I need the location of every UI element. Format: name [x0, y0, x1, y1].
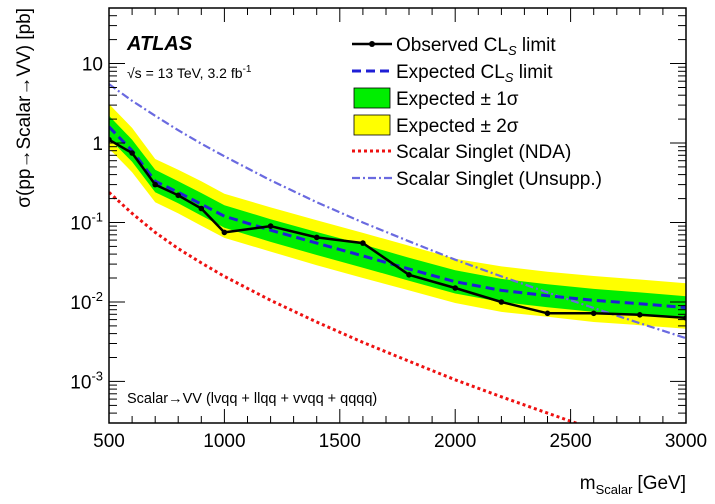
- x-tick-label: 500: [93, 431, 125, 452]
- observed-point: [152, 181, 158, 188]
- x-tick-label: 2000: [434, 431, 476, 452]
- legend-observed-label: Observed CLS limit: [396, 35, 556, 58]
- y-tick-label: 10-3: [70, 368, 103, 393]
- observed-point: [129, 150, 135, 156]
- curves-layer: [109, 83, 686, 423]
- y-axis-title: σ(pp→Scalar→VV) [pb]: [14, 8, 35, 208]
- y-tick-label-base: 10: [70, 372, 91, 393]
- observed-point: [360, 240, 366, 246]
- legend: Observed CLS limit Expected CLS limit Ex…: [352, 35, 602, 190]
- y-tick-label-exp: -2: [91, 289, 103, 304]
- y-tick-label-base: 10: [82, 55, 103, 76]
- y-tick-label: 1: [92, 134, 103, 155]
- observed-point: [452, 285, 459, 291]
- band-2sigma: [109, 104, 686, 329]
- legend-expected-tail: limit: [513, 62, 553, 83]
- y-tick-label: 10: [82, 55, 103, 76]
- band-1sigma: [109, 115, 686, 319]
- x-axis-title-unit: [GeV]: [637, 473, 686, 494]
- legend-observed-sub: S: [508, 43, 517, 58]
- x-axis-title: mScalar [GeV]: [580, 473, 686, 497]
- observed-point: [198, 205, 205, 212]
- expected-curve: [109, 125, 686, 310]
- observed-point: [637, 312, 643, 318]
- observed-point: [590, 310, 597, 317]
- x-axis-title-sub: Scalar: [596, 482, 634, 497]
- legend-observed-marker-dot: [369, 41, 375, 47]
- energy-label: √s = 13 TeV, 3.2 fb-1: [127, 64, 252, 81]
- observed-curve: [109, 138, 686, 320]
- observed-point: [221, 229, 228, 236]
- y-tick-label: 10-2: [70, 289, 103, 314]
- legend-nda-label: Scalar Singlet (NDA): [396, 142, 571, 163]
- observed-point: [498, 299, 505, 305]
- x-tick-label: 1000: [203, 431, 245, 452]
- process-label: Scalar→VV (lvqq + llqq + vvqq + qqqq): [127, 391, 377, 407]
- legend-observed-text: Observed CL: [396, 35, 508, 56]
- y-tick-label: 10-1: [70, 210, 103, 235]
- observed-point: [313, 234, 320, 241]
- y-tick-label-base: 10: [70, 293, 91, 314]
- y-tick-label-exp: -3: [91, 368, 103, 383]
- atlas-label: ATLAS: [126, 33, 193, 55]
- plot-frame: [108, 7, 687, 424]
- observed-point: [175, 192, 181, 199]
- legend-expected-sub: S: [505, 70, 514, 85]
- energy-label-sup: -1: [243, 64, 252, 75]
- legend-expected-label: Expected CLS limit: [396, 62, 553, 85]
- observed-point: [544, 310, 551, 317]
- legend-expected-text: Expected CL: [396, 62, 505, 83]
- unsupp-curve: [109, 83, 686, 340]
- y-tick-label-base: 10: [70, 214, 91, 235]
- observed-point: [267, 223, 274, 229]
- y-tick-label-base: 1: [92, 134, 103, 155]
- x-tick-label: 3000: [665, 431, 707, 452]
- frame-layer: [108, 7, 687, 424]
- bands-layer: [109, 104, 686, 329]
- nda-curve: [109, 191, 581, 423]
- x-axis-title-main: m: [580, 473, 596, 494]
- legend-observed-tail: limit: [517, 35, 557, 56]
- legend-band1-swatch: [353, 87, 391, 109]
- y-tick-label-exp: -1: [91, 210, 103, 225]
- legend-band2-swatch: [353, 114, 391, 136]
- x-tick-label: 1500: [319, 431, 361, 452]
- x-tick-label: 2500: [549, 431, 591, 452]
- legend-unsupp-label: Scalar Singlet (Unsupp.): [396, 169, 602, 190]
- observed-point: [406, 272, 412, 278]
- energy-label-main: √s = 13 TeV, 3.2 fb: [127, 65, 243, 81]
- legend-band1-label: Expected ± 1σ: [396, 89, 519, 110]
- legend-band2-label: Expected ± 2σ: [396, 116, 519, 137]
